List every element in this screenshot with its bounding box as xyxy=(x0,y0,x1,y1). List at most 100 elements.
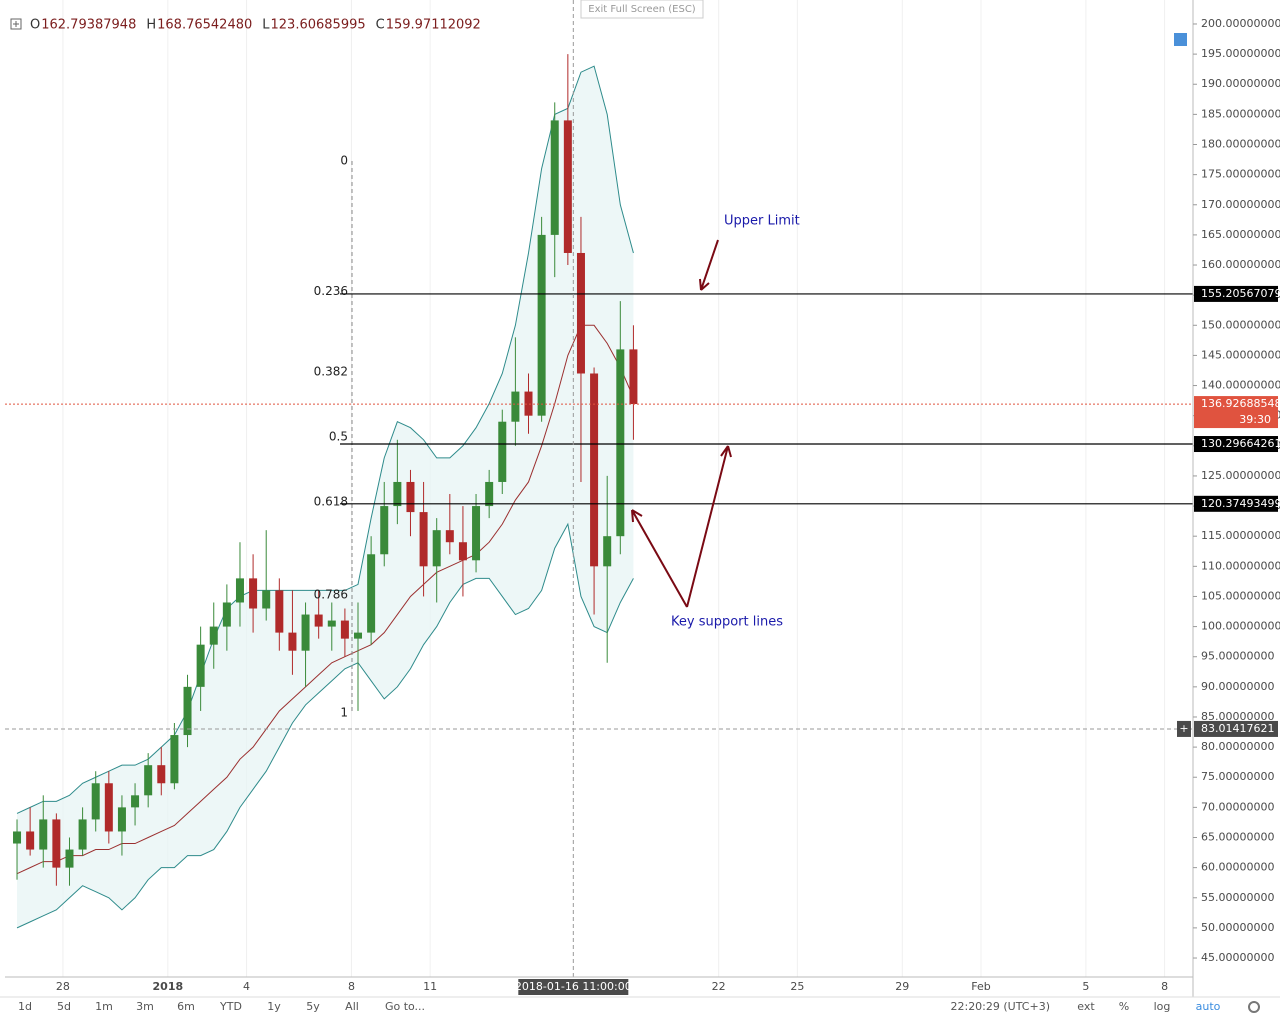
y-tick-label: 80.00000000 xyxy=(1201,740,1274,753)
candle-body xyxy=(354,632,363,639)
candle-body xyxy=(13,831,22,844)
candle-body xyxy=(327,620,336,627)
candle-body xyxy=(603,536,612,567)
option-button[interactable]: ext xyxy=(1077,1000,1095,1013)
scale-icon[interactable] xyxy=(1174,33,1187,46)
fib-level-label: 0.5 xyxy=(329,430,348,444)
candle-body xyxy=(235,578,244,603)
y-tick-label: 165.00000000 xyxy=(1201,228,1280,241)
candle-body xyxy=(367,554,376,633)
current-price-tag xyxy=(1194,396,1278,429)
crosshair-add-button[interactable] xyxy=(1177,720,1191,737)
indicator-line xyxy=(16,522,634,929)
candle-body xyxy=(209,626,218,645)
y-tick-label: 110.00000000 xyxy=(1201,559,1280,572)
candle-body xyxy=(419,512,428,567)
y-tick-label: 170.00000000 xyxy=(1201,198,1280,211)
toolbar: 1d 5d 1m 3m 6m YTD 1y 5y All Go to... 22:20:29 (UT… xyxy=(18,1000,1260,1013)
crosshair-time-tag xyxy=(518,979,629,995)
candle-body xyxy=(537,234,546,416)
y-tick-label: 145.00000000 xyxy=(1201,348,1280,361)
range-button[interactable]: 5y xyxy=(306,1000,320,1013)
x-tick-label: 8 xyxy=(1161,980,1168,993)
x-tick-label: 11 xyxy=(423,980,437,993)
y-tick-label: 105.00000000 xyxy=(1201,589,1280,602)
level-label: 120.37493499 xyxy=(1201,497,1280,510)
crosshair-add-icon: + xyxy=(1179,722,1188,735)
y-tick-label: 70.00000000 xyxy=(1201,800,1274,813)
candle-body xyxy=(131,795,140,808)
candle-body xyxy=(91,783,100,820)
candle-body xyxy=(39,819,48,850)
range-button[interactable]: 1y xyxy=(267,1000,281,1013)
range-button[interactable]: All xyxy=(345,1000,359,1013)
candle-body xyxy=(406,481,415,513)
y-tick-label: 150.00000000 xyxy=(1201,318,1280,331)
collapse-icon[interactable] xyxy=(10,18,22,30)
y-tick-label: 190.00000000 xyxy=(1201,77,1280,90)
candle-body xyxy=(314,614,323,627)
range-button[interactable]: Go to... xyxy=(385,1000,425,1013)
clock: 22:20:29 (UTC+3) xyxy=(950,1000,1050,1013)
range-button[interactable]: 3m xyxy=(136,1000,154,1013)
exit-fullscreen-button[interactable] xyxy=(580,0,704,19)
y-tick-label: 50.00000000 xyxy=(1201,921,1274,934)
y-tick-label: 90.00000000 xyxy=(1201,680,1274,693)
candle-body xyxy=(117,807,126,832)
y-tick-label: 140.00000000 xyxy=(1201,379,1280,392)
option-button[interactable]: % xyxy=(1119,1000,1129,1013)
candle-body xyxy=(393,481,402,507)
x-tick-label: 22 xyxy=(712,980,726,993)
exit-fullscreen-label: Exit Full Screen (ESC) xyxy=(588,4,696,15)
x-tick-label: 2018 xyxy=(153,980,184,993)
candle-body xyxy=(576,252,585,374)
ohlc-value: 123.60685995 xyxy=(271,18,366,33)
candle-body xyxy=(26,831,35,850)
ohlc-key: O xyxy=(30,18,40,33)
fib-level-label: 0.236 xyxy=(314,284,348,298)
candle-body xyxy=(157,765,166,784)
x-tick-label: Feb xyxy=(971,980,990,993)
x-tick-label: 25 xyxy=(790,980,804,993)
candle-body xyxy=(590,373,599,567)
candle-body xyxy=(511,391,520,422)
y-tick-label: 185.00000000 xyxy=(1201,107,1280,120)
range-button[interactable]: 5d xyxy=(57,1000,71,1013)
option-button[interactable]: auto xyxy=(1196,1000,1221,1013)
ohlc-value: 159.97112092 xyxy=(386,18,481,33)
range-button[interactable]: YTD xyxy=(219,1000,242,1013)
range-button[interactable]: 1m xyxy=(95,1000,113,1013)
y-tick-label: 175.00000000 xyxy=(1201,168,1280,181)
settings-icon[interactable] xyxy=(1248,1001,1260,1013)
candle-body xyxy=(249,578,258,609)
y-tick-label: 85.00000000 xyxy=(1201,710,1274,723)
range-button[interactable]: 6m xyxy=(177,1000,195,1013)
candle-body xyxy=(485,481,494,507)
arrow xyxy=(699,239,719,291)
crosshair-time-label: 2018-01-16 11:00:00 xyxy=(515,980,632,993)
current-price-label: 136.92688548 xyxy=(1201,397,1280,410)
candle-body xyxy=(196,644,205,687)
option-button[interactable]: log xyxy=(1154,1000,1171,1013)
annotation: Upper Limit xyxy=(724,214,800,229)
candle-body xyxy=(563,120,572,253)
candle-body xyxy=(472,506,481,561)
candle-body xyxy=(144,765,153,796)
annotation-arrows xyxy=(631,239,732,608)
level-tag xyxy=(1194,495,1278,512)
annotation: Key support lines xyxy=(671,615,783,630)
arrow xyxy=(686,445,732,608)
y-tick-label: 75.00000000 xyxy=(1201,770,1274,783)
overlay: 0 0.236 0.382 0.5 0.618 0.786 1 xyxy=(5,0,1193,977)
ohlc-key: C xyxy=(376,18,385,33)
fib-level-label: 1 xyxy=(340,706,348,720)
fib-level-label: 0.786 xyxy=(314,587,348,601)
y-tick-label: 125.00000000 xyxy=(1201,469,1280,482)
candle-body xyxy=(524,391,533,416)
ohlc-value: 162.79387948 xyxy=(41,18,136,33)
range-button[interactable]: 1d xyxy=(18,1000,32,1013)
y-tick-label: 55.00000000 xyxy=(1201,891,1274,904)
